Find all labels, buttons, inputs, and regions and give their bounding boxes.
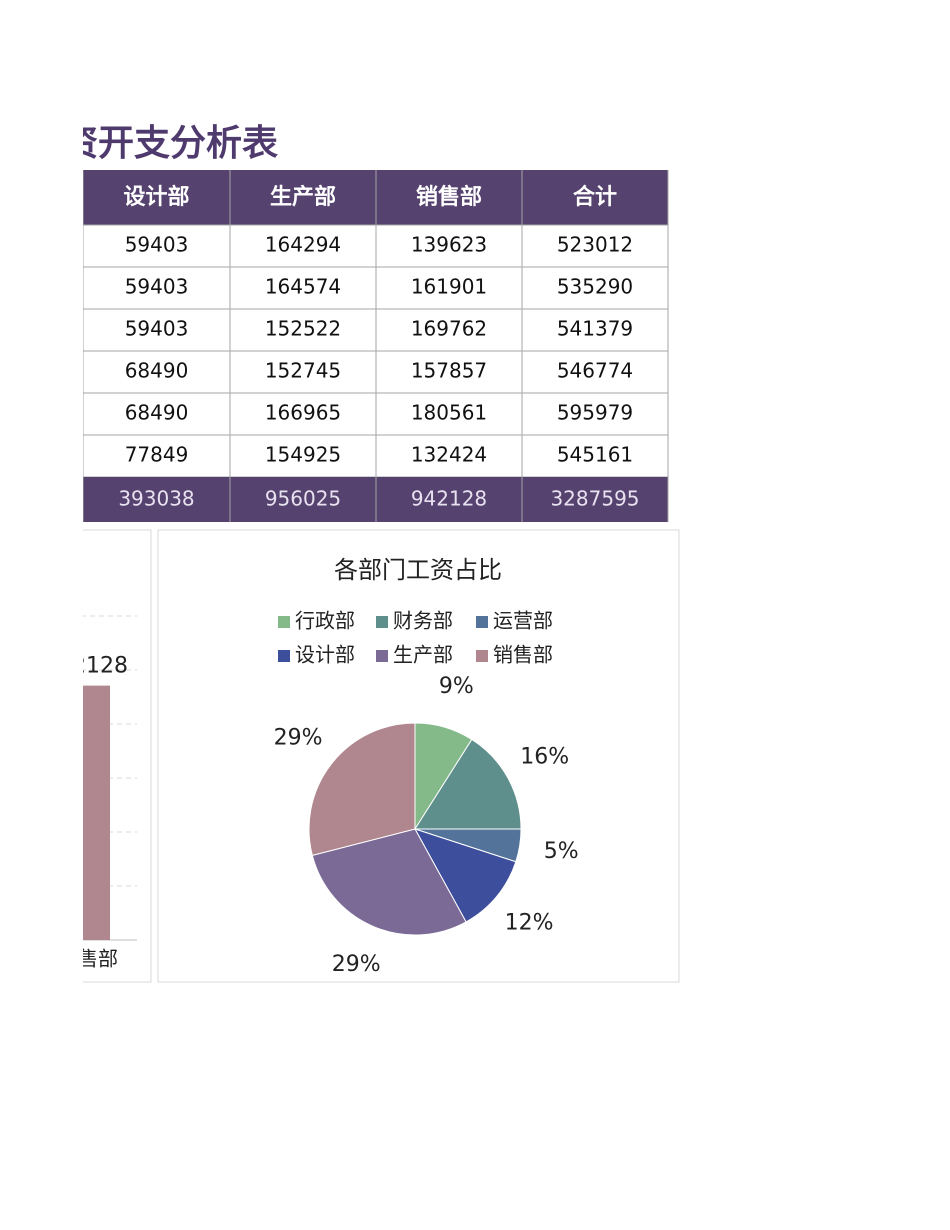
legend-label: 行政部 [295, 609, 355, 633]
pie-slice [414, 738, 522, 830]
bar [83, 685, 110, 940]
total-cell: 393038 [118, 487, 194, 511]
legend-label: 运营部 [493, 609, 553, 633]
pie-value-label: 29% [274, 725, 323, 750]
legend-swatch [476, 650, 488, 662]
legend-label: 销售部 [493, 643, 553, 667]
table-cell: 169762 [411, 317, 487, 341]
pie-value-label: 29% [332, 952, 381, 977]
table-cell: 68490 [125, 359, 189, 383]
table-cell: 166965 [265, 401, 341, 425]
total-cell: 956025 [265, 487, 341, 511]
table-cell: 68490 [125, 401, 189, 425]
table-cell: 595979 [557, 401, 633, 425]
legend-label: 财务部 [393, 609, 453, 633]
header-cell: 合计 [573, 184, 617, 210]
header-cell: 生产部 [270, 184, 336, 210]
header-cell: 销售部 [416, 184, 482, 210]
table-cell: 152745 [265, 359, 341, 383]
pie-slice [311, 828, 467, 936]
table-cell: 157857 [411, 359, 487, 383]
table-cell: 161901 [411, 275, 487, 299]
total-cell: 3287595 [550, 487, 639, 511]
pie-slice [308, 722, 416, 856]
table-cell: 77849 [125, 443, 189, 467]
legend-swatch [476, 616, 488, 628]
pie-value-label: 16% [520, 745, 569, 770]
legend-swatch [376, 616, 388, 628]
pie-value-label: 9% [439, 674, 474, 699]
pie-value-label: 5% [544, 839, 579, 864]
table-cell: 154925 [265, 443, 341, 467]
table-cell: 523012 [557, 233, 633, 257]
table-cell: 545161 [557, 443, 633, 467]
x-tick-label: 销售部 [83, 947, 118, 971]
legend-swatch [376, 650, 388, 662]
table-cell: 535290 [557, 275, 633, 299]
bar-value-label: 942128 [83, 654, 128, 679]
legend-swatch [278, 650, 290, 662]
table-cell: 546774 [557, 359, 633, 383]
table-cell: 59403 [125, 275, 189, 299]
table-cell: 132424 [411, 443, 487, 467]
pie-value-label: 12% [505, 910, 554, 935]
table-cell: 59403 [125, 233, 189, 257]
legend-label: 生产部 [393, 643, 453, 667]
table-cell: 164574 [265, 275, 341, 299]
table-cell: 59403 [125, 317, 189, 341]
table-cell: 541379 [557, 317, 633, 341]
table-cell: 152522 [265, 317, 341, 341]
total-cell: 942128 [411, 487, 487, 511]
sheet: 资开支分析表 各部门工资占比 设计部 生产部 销售部 合计 59403 164294 139… [83, 0, 950, 1230]
header-cell: 设计部 [123, 184, 189, 210]
pie-title: 各部门工资占比 [334, 556, 502, 584]
legend-label: 设计部 [295, 643, 355, 667]
table-cell: 180561 [411, 401, 487, 425]
table-cell: 139623 [411, 233, 487, 257]
pie-slice [413, 828, 517, 923]
table-cell: 164294 [265, 233, 341, 257]
legend-swatch [278, 616, 290, 628]
sheet-title: 资开支分析表 [83, 123, 278, 164]
